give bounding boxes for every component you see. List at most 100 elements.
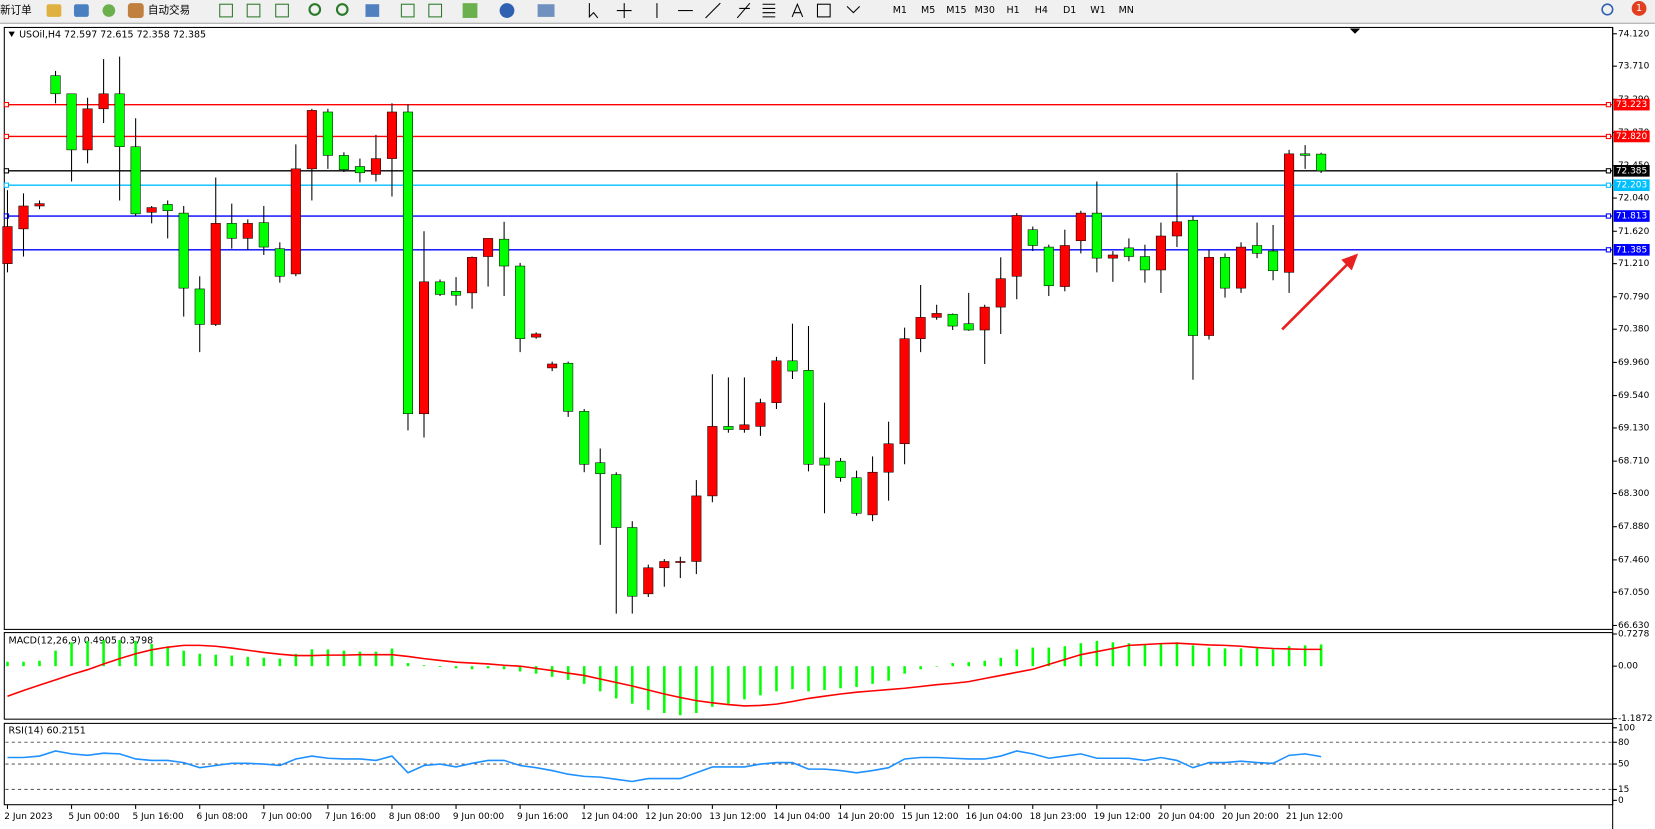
y-tick-label: 70.790 <box>1618 292 1650 302</box>
y-tick-label: 67.050 <box>1618 588 1650 598</box>
candle-body <box>338 155 349 170</box>
timeframe-button[interactable]: M1 <box>893 5 907 16</box>
candle-body <box>1187 219 1198 336</box>
auto-trade-icon[interactable] <box>127 3 144 18</box>
icon[interactable] <box>219 3 233 18</box>
trendline-tool[interactable] <box>705 2 721 19</box>
candle-body <box>691 495 702 562</box>
icon[interactable] <box>365 4 380 17</box>
level-handle <box>1605 247 1612 253</box>
x-tick-label: 9 Jun 16:00 <box>517 812 569 822</box>
macd-bar <box>358 651 362 667</box>
y-tick-label: 72.040 <box>1618 194 1650 204</box>
crosshair-tool[interactable] <box>616 3 632 18</box>
level-label-box <box>1613 210 1650 222</box>
macd-bar <box>935 666 938 667</box>
icon[interactable] <box>46 4 62 17</box>
candle-body <box>947 313 958 327</box>
icon[interactable] <box>462 3 478 18</box>
candle-body <box>915 317 926 339</box>
level-label-box <box>1613 130 1650 143</box>
fibo-tool[interactable] <box>762 3 776 18</box>
macd-bar <box>6 661 9 667</box>
icon[interactable] <box>102 4 116 17</box>
icon[interactable] <box>428 3 443 18</box>
zoom-out[interactable] <box>335 3 349 16</box>
timeframe-button[interactable]: M5 <box>921 5 935 16</box>
macd-bar <box>214 654 218 667</box>
candle-body <box>643 567 654 595</box>
icon[interactable] <box>74 4 89 17</box>
macd-bar <box>1127 643 1131 667</box>
level-label: 72.820 <box>1616 132 1648 142</box>
channel-tool[interactable] <box>736 2 751 19</box>
candle-body <box>547 363 558 369</box>
candle-body <box>883 443 894 473</box>
timeframe-button[interactable]: MN <box>1119 5 1134 16</box>
timeframe-button[interactable]: H1 <box>1006 5 1019 16</box>
candle-body <box>2 226 13 264</box>
x-tick-label: 20 Jun 20:00 <box>1222 812 1279 822</box>
timeframe-button[interactable]: H4 <box>1035 5 1048 16</box>
macd-bar <box>919 666 922 670</box>
level-handle <box>3 168 10 174</box>
y-tick-label: 69.960 <box>1618 358 1650 368</box>
candle-body <box>803 370 814 465</box>
text-tool[interactable] <box>791 2 804 18</box>
zoom-in[interactable] <box>308 3 322 16</box>
macd-bar <box>54 650 57 667</box>
level-label: 71.385 <box>1616 245 1647 255</box>
arrows-tool[interactable] <box>846 5 861 14</box>
candle-body <box>899 338 910 445</box>
new-order-button[interactable]: 新订单 <box>0 4 32 17</box>
icon[interactable] <box>537 4 555 17</box>
notification-badge[interactable] <box>1631 1 1647 16</box>
icon[interactable] <box>275 3 289 18</box>
candle-body <box>1316 153 1327 172</box>
macd-bar <box>118 640 121 667</box>
macd-bar <box>775 666 778 692</box>
notification-count: 1 <box>1636 3 1642 14</box>
icon[interactable] <box>499 3 515 18</box>
toolbar: 新订单 自动交易 M1 M5 M15 M30 H1 H4 D1 W1 MN 1 <box>0 0 1655 24</box>
macd-bar <box>711 666 714 707</box>
timeframe-button[interactable]: M15 <box>946 5 966 16</box>
candle-body <box>835 460 846 478</box>
macd-bar <box>1319 644 1323 667</box>
timeframe-button[interactable]: W1 <box>1090 5 1105 16</box>
level-handle <box>1605 133 1612 140</box>
macd-bar <box>246 656 250 667</box>
cursor-tool[interactable] <box>588 3 599 19</box>
candle-body <box>1203 257 1215 336</box>
y-tick-label: 67.880 <box>1618 522 1650 532</box>
candle-body <box>1091 212 1102 259</box>
macd-bar <box>22 661 25 667</box>
macd-bar <box>1191 645 1195 667</box>
candle-body <box>66 93 77 151</box>
header-arrow <box>8 31 15 37</box>
x-tick-label: 15 Jun 12:00 <box>901 812 958 822</box>
macd-bar <box>791 666 794 690</box>
x-tick-label: 13 Jun 12:00 <box>709 812 766 822</box>
candle-body <box>739 424 750 430</box>
x-tick-label: 6 Jun 08:00 <box>197 812 249 822</box>
macd-bar <box>1303 645 1307 667</box>
main-header: USOil,H4 72.597 72.615 72.358 72.385 <box>19 29 206 40</box>
macd-bar <box>70 642 73 667</box>
timeframe-button[interactable]: D1 <box>1063 5 1076 16</box>
search-icon[interactable] <box>1601 3 1614 16</box>
timeframe-button[interactable]: M30 <box>975 5 995 16</box>
icon[interactable] <box>400 3 415 18</box>
level-label-box <box>1613 98 1650 111</box>
level-label: 72.203 <box>1616 181 1647 191</box>
y-tick-label: 66.630 <box>1618 621 1650 631</box>
candle-body <box>1252 245 1263 254</box>
label-tool[interactable] <box>816 3 831 18</box>
candle-body <box>178 212 189 289</box>
level-label-box <box>1613 165 1650 177</box>
icon[interactable] <box>246 3 261 18</box>
auto-trade-button[interactable]: 自动交易 <box>148 4 190 17</box>
level-handle <box>1605 213 1612 219</box>
candle-body <box>707 426 718 497</box>
